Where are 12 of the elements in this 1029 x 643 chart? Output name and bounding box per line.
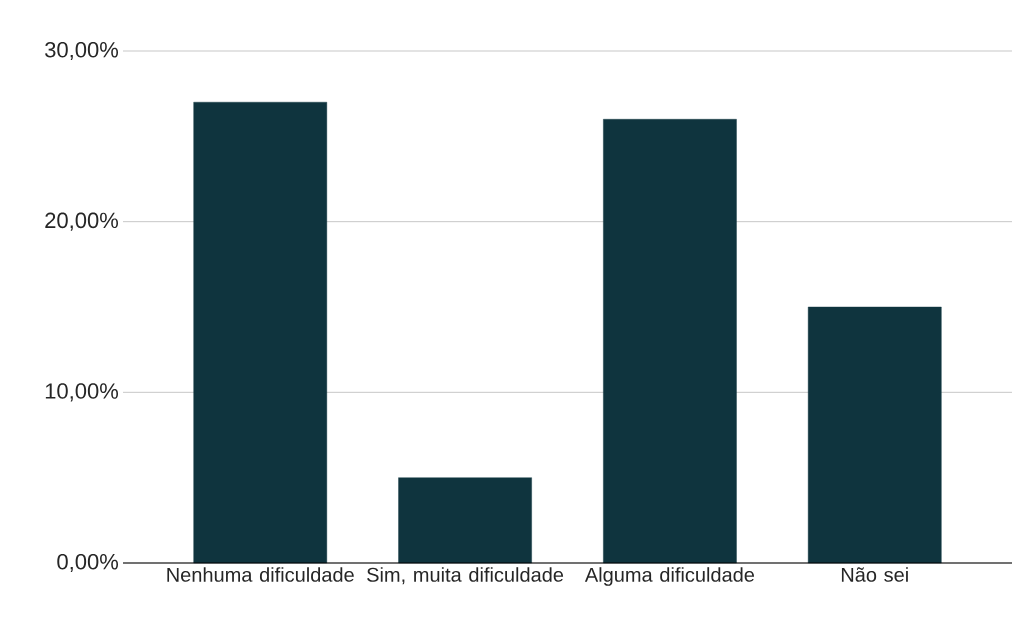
y-tick-label: 0,00%: [57, 553, 119, 573]
bar: [603, 119, 737, 564]
x-tick-label: Não sei: [841, 567, 908, 582]
x-tick-label: Alguma dificuldade: [584, 567, 755, 586]
x-tick-label: Sim, muita dificuldade: [367, 567, 564, 585]
y-tick-label: 10,00%: [45, 383, 119, 402]
bar: [193, 101, 328, 564]
bar: [398, 477, 532, 564]
x-tick-label: Nenhuma dificuldade: [167, 567, 354, 582]
y-tick-label: 20,00%: [45, 212, 119, 231]
y-tick-label: 30,00%: [45, 41, 119, 61]
bar: [807, 306, 942, 564]
